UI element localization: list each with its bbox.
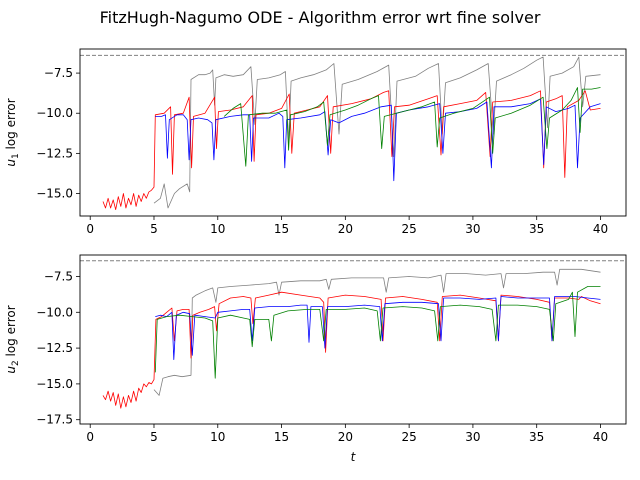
x-tick-label: 30 (465, 430, 480, 444)
series-line-3 (223, 87, 601, 167)
y-tick-label: −15.0 (36, 187, 73, 201)
x-tick-label: 40 (593, 430, 608, 444)
axes-frame (79, 254, 627, 425)
x-tick-label: 25 (401, 430, 416, 444)
series-line-0 (153, 268, 601, 396)
y-tick-label: −10.0 (36, 305, 73, 319)
x-tick-label: 15 (274, 430, 289, 444)
series-line-1 (102, 90, 601, 210)
x-tick-label: 0 (86, 430, 94, 444)
y-tick-label: −7.5 (44, 269, 73, 283)
series-line-0 (153, 56, 601, 209)
x-tick-label: 15 (274, 222, 289, 236)
panel-u1-log-error: 0 5 10 15 20 25 30 35 40 −15.0 −12.5 −10.0 −7.5 u1 lo… (4, 48, 627, 236)
plot-area (80, 54, 626, 210)
x-tick-label: 35 (529, 222, 544, 236)
y-tick-label: −10.0 (36, 106, 73, 120)
panel-u2-log-error: 0 5 10 15 20 25 30 35 40 −17.5 −15.0 −12.5 −10.0 −7.5… (4, 254, 627, 464)
y-tick-label: −7.5 (44, 66, 73, 80)
x-tick-label: 25 (401, 222, 416, 236)
series-line-2 (155, 296, 601, 360)
x-tick-label: 30 (465, 222, 480, 236)
x-tick-label: 5 (150, 222, 158, 236)
x-tick-label: 10 (210, 430, 225, 444)
x-tick-label: 20 (338, 222, 353, 236)
series-line-1 (102, 291, 601, 409)
x-tick-label: 40 (593, 222, 608, 236)
y-tick-label: −17.5 (36, 413, 73, 427)
series-line-3 (154, 286, 601, 379)
x-tick-label: 5 (150, 430, 158, 444)
y-tick-label: −12.5 (36, 341, 73, 355)
series-line-2 (155, 98, 601, 182)
y-tick-label: −15.0 (36, 377, 73, 391)
y-axis-label: u2 log error (4, 305, 21, 373)
figure-title: FitzHugh-Nagumo ODE - Algorithm error wr… (99, 8, 541, 27)
plot-area (80, 260, 626, 409)
y-tick-label: −12.5 (36, 146, 73, 160)
x-tick-label: 35 (529, 430, 544, 444)
y-axis-label: u1 log error (4, 98, 21, 166)
x-tick-label: 10 (210, 222, 225, 236)
axes-frame (79, 48, 627, 217)
x-tick-label: 20 (338, 430, 353, 444)
x-axis-label: t (351, 450, 357, 464)
x-tick-label: 0 (86, 222, 94, 236)
